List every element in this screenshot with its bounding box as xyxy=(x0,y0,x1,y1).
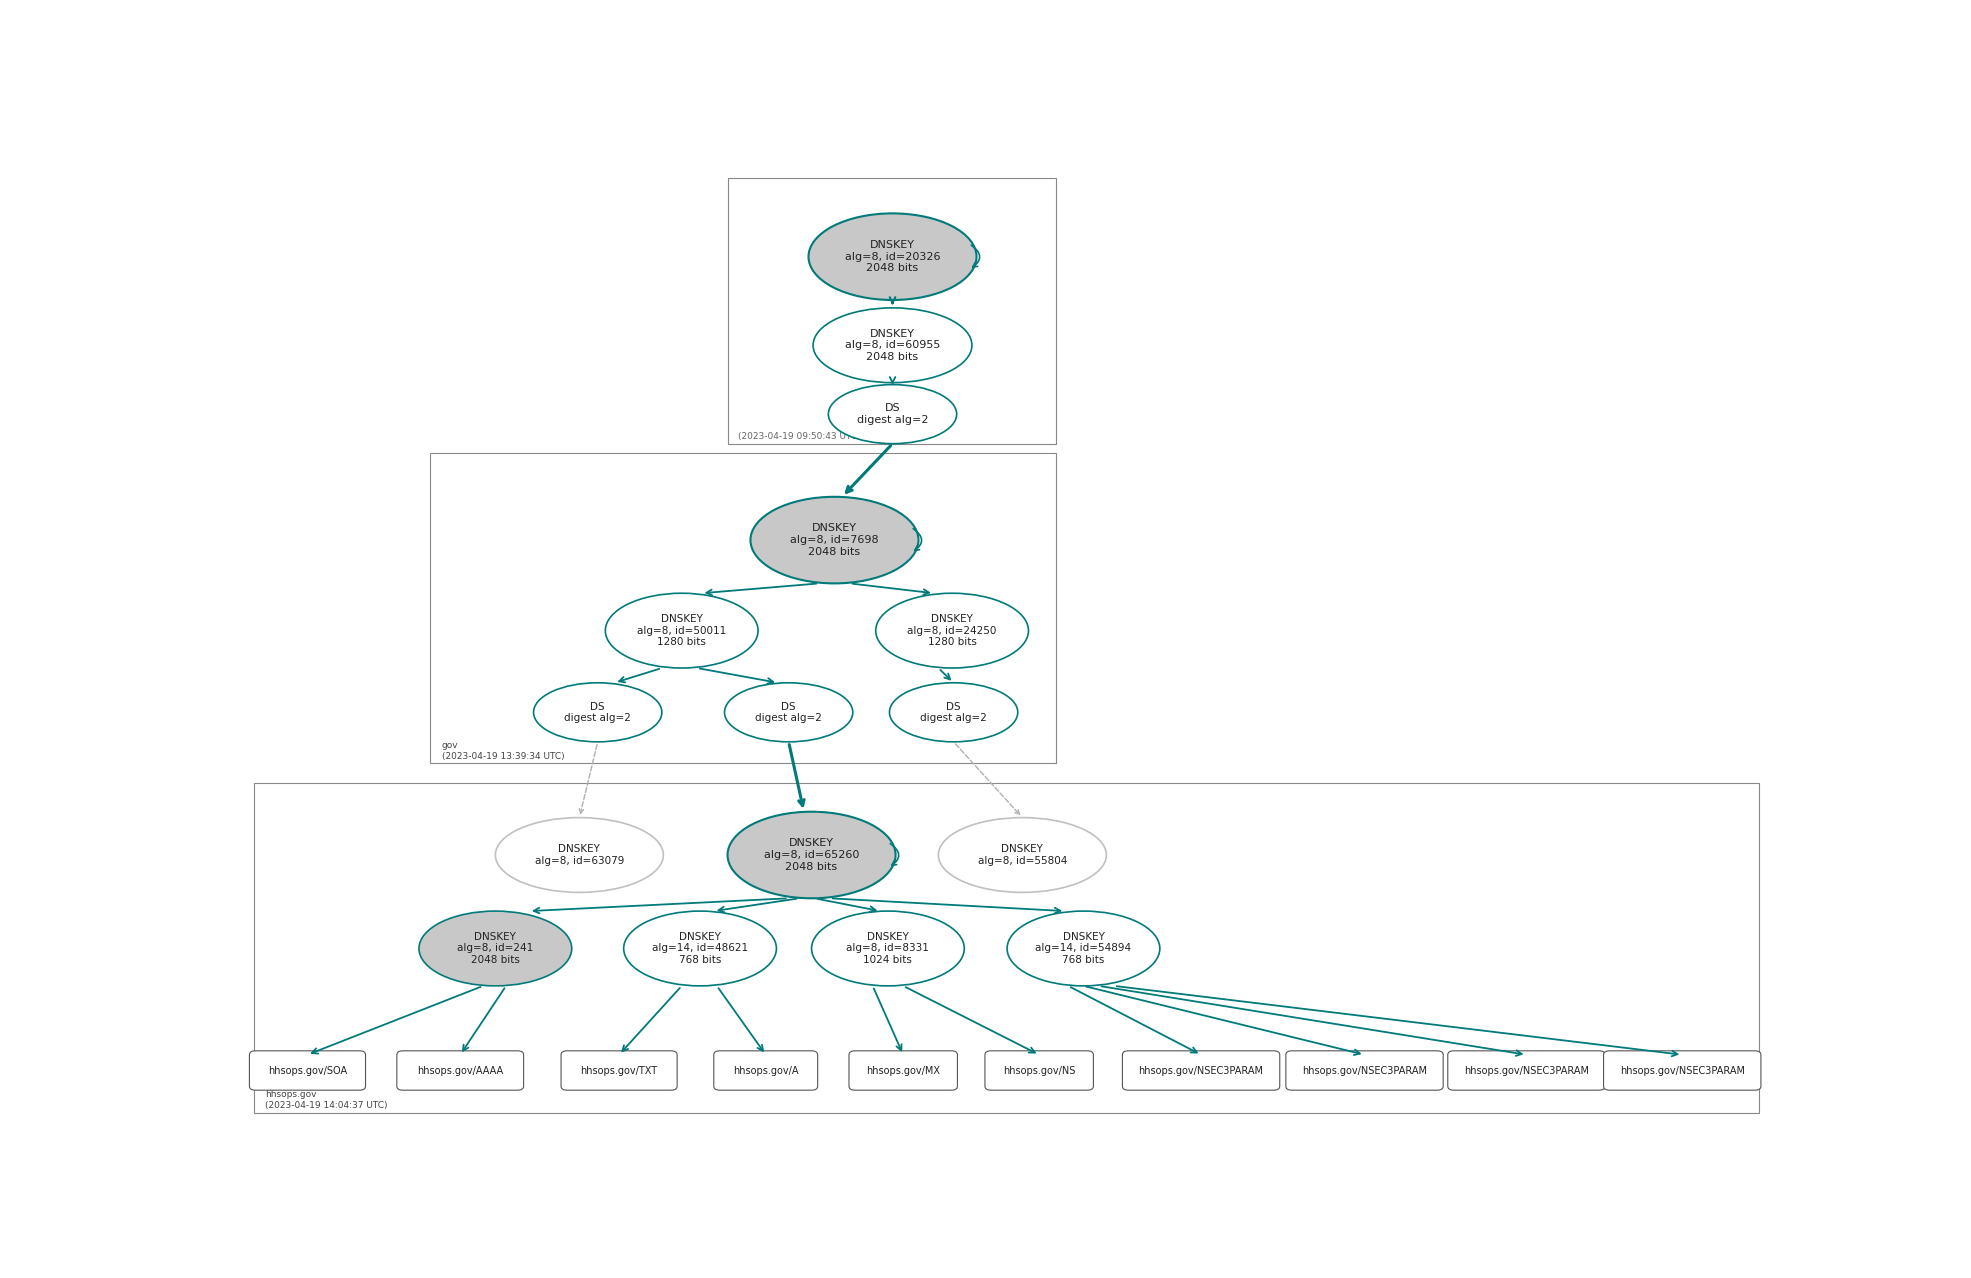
Text: DNSKEY
alg=8, id=24250
1280 bits: DNSKEY alg=8, id=24250 1280 bits xyxy=(907,613,997,647)
Ellipse shape xyxy=(623,911,777,985)
Text: hhsops.gov/A: hhsops.gov/A xyxy=(733,1066,798,1076)
Bar xyxy=(430,454,1056,763)
Text: DNSKEY
alg=8, id=50011
1280 bits: DNSKEY alg=8, id=50011 1280 bits xyxy=(637,613,727,647)
Text: DNSKEY
alg=8, id=7698
2048 bits: DNSKEY alg=8, id=7698 2048 bits xyxy=(790,524,879,557)
Ellipse shape xyxy=(420,911,572,985)
Ellipse shape xyxy=(828,385,956,443)
Bar xyxy=(254,783,1758,1113)
Bar xyxy=(727,178,1056,443)
Ellipse shape xyxy=(889,682,1017,741)
FancyBboxPatch shape xyxy=(986,1051,1094,1090)
Text: hhsops.gov/AAAA: hhsops.gov/AAAA xyxy=(418,1066,503,1076)
Ellipse shape xyxy=(495,818,664,892)
Text: DS
digest alg=2: DS digest alg=2 xyxy=(920,702,987,723)
Text: hhsops.gov/SOA: hhsops.gov/SOA xyxy=(268,1066,347,1076)
Ellipse shape xyxy=(1007,911,1159,985)
Ellipse shape xyxy=(812,911,964,985)
Ellipse shape xyxy=(875,593,1029,668)
Ellipse shape xyxy=(814,308,972,382)
Text: DNSKEY
alg=14, id=54894
768 bits: DNSKEY alg=14, id=54894 768 bits xyxy=(1035,932,1131,965)
Text: hhsops.gov/NS: hhsops.gov/NS xyxy=(1003,1066,1076,1076)
FancyBboxPatch shape xyxy=(562,1051,678,1090)
Text: DNSKEY
alg=8, id=65260
2048 bits: DNSKEY alg=8, id=65260 2048 bits xyxy=(765,838,859,872)
Text: hhsops.gov/NSEC3PARAM: hhsops.gov/NSEC3PARAM xyxy=(1464,1066,1589,1076)
Text: DNSKEY
alg=8, id=55804: DNSKEY alg=8, id=55804 xyxy=(978,845,1066,865)
Text: DNSKEY
alg=8, id=60955
2048 bits: DNSKEY alg=8, id=60955 2048 bits xyxy=(846,328,940,362)
Text: gov
(2023-04-19 13:39:34 UTC): gov (2023-04-19 13:39:34 UTC) xyxy=(442,741,564,760)
Text: (2023-04-19 09:50:43 UTC): (2023-04-19 09:50:43 UTC) xyxy=(739,432,861,441)
FancyBboxPatch shape xyxy=(396,1051,524,1090)
Ellipse shape xyxy=(727,812,895,898)
FancyBboxPatch shape xyxy=(1604,1051,1760,1090)
Ellipse shape xyxy=(605,593,759,668)
Ellipse shape xyxy=(534,682,662,741)
Text: DNSKEY
alg=8, id=8331
1024 bits: DNSKEY alg=8, id=8331 1024 bits xyxy=(846,932,930,965)
Ellipse shape xyxy=(808,213,976,300)
FancyBboxPatch shape xyxy=(1121,1051,1279,1090)
FancyBboxPatch shape xyxy=(850,1051,958,1090)
Text: hhsops.gov
(2023-04-19 14:04:37 UTC): hhsops.gov (2023-04-19 14:04:37 UTC) xyxy=(264,1090,386,1109)
Text: DNSKEY
alg=14, id=48621
768 bits: DNSKEY alg=14, id=48621 768 bits xyxy=(652,932,749,965)
Ellipse shape xyxy=(751,497,918,583)
Text: DS
digest alg=2: DS digest alg=2 xyxy=(857,404,928,426)
Text: hhsops.gov/NSEC3PARAM: hhsops.gov/NSEC3PARAM xyxy=(1303,1066,1427,1076)
FancyBboxPatch shape xyxy=(714,1051,818,1090)
FancyBboxPatch shape xyxy=(1285,1051,1443,1090)
Ellipse shape xyxy=(938,818,1106,892)
Text: DS
digest alg=2: DS digest alg=2 xyxy=(564,702,631,723)
Text: hhsops.gov/TXT: hhsops.gov/TXT xyxy=(581,1066,658,1076)
Text: DNSKEY
alg=8, id=241
2048 bits: DNSKEY alg=8, id=241 2048 bits xyxy=(457,932,534,965)
FancyBboxPatch shape xyxy=(1449,1051,1604,1090)
Text: hhsops.gov/MX: hhsops.gov/MX xyxy=(865,1066,940,1076)
Text: hhsops.gov/NSEC3PARAM: hhsops.gov/NSEC3PARAM xyxy=(1139,1066,1263,1076)
Text: hhsops.gov/NSEC3PARAM: hhsops.gov/NSEC3PARAM xyxy=(1620,1066,1744,1076)
Text: DNSKEY
alg=8, id=20326
2048 bits: DNSKEY alg=8, id=20326 2048 bits xyxy=(846,240,940,273)
Text: DNSKEY
alg=8, id=63079: DNSKEY alg=8, id=63079 xyxy=(534,845,625,865)
Text: DS
digest alg=2: DS digest alg=2 xyxy=(755,702,822,723)
Ellipse shape xyxy=(725,682,853,741)
FancyBboxPatch shape xyxy=(250,1051,365,1090)
